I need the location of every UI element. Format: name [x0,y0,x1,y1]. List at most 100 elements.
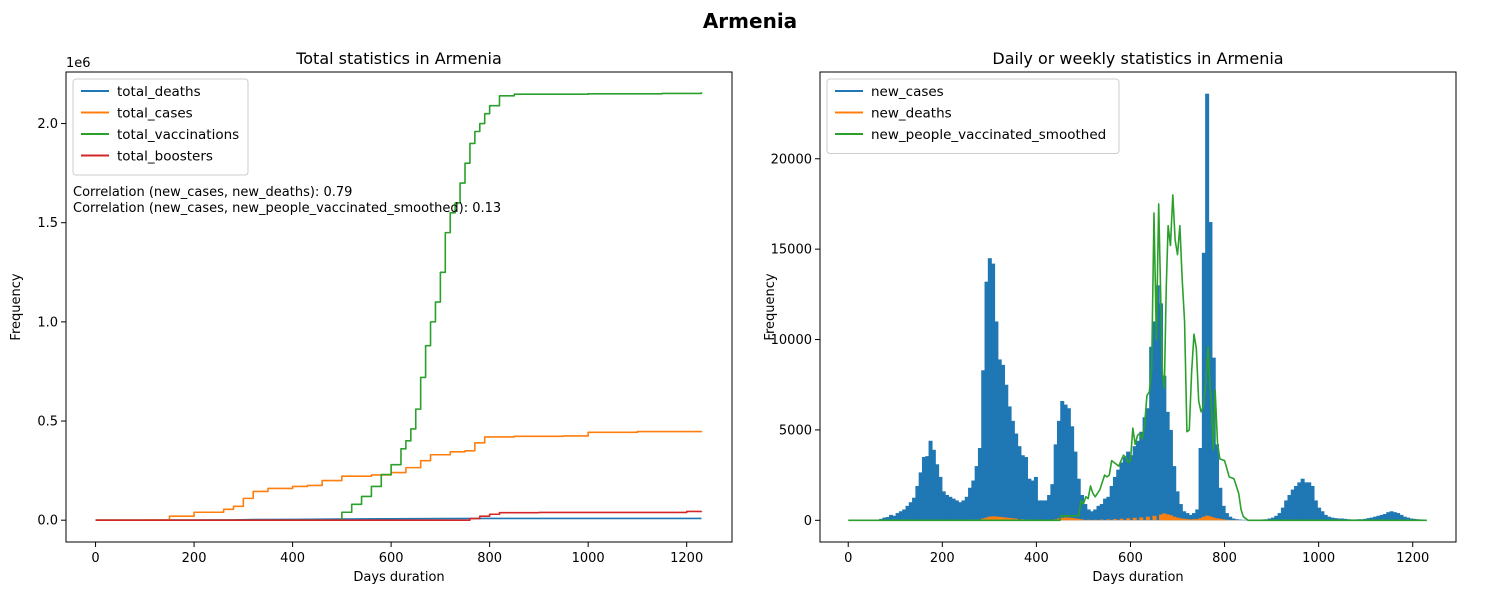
bar [961,500,966,521]
bar [1215,518,1220,521]
bar [1070,426,1075,521]
bar [1238,519,1243,521]
bar [1007,517,1012,521]
legend: new_cases new_deaths new_people_vaccinated… [826,78,1120,154]
bar [1010,518,1015,521]
bar [1182,518,1187,521]
legend-item-total-deaths-label: total_deaths [117,84,201,100]
bar [1369,517,1374,521]
bar [915,485,920,521]
bar [918,472,923,521]
bar [1172,516,1177,521]
bar [1333,518,1338,521]
bar [1366,518,1371,521]
bar [1326,516,1331,521]
bar [1392,512,1397,521]
bar [1112,476,1117,521]
bar [987,516,992,521]
bar [1159,514,1164,521]
bar [1122,457,1127,521]
bar [1373,516,1378,521]
bar [925,456,930,521]
x-tick-label: 1200 [1396,551,1429,566]
y-tick-label: 15000 [771,243,812,258]
x-tick-label: 1000 [1302,551,1335,566]
bar [1145,516,1150,521]
bar [1086,519,1091,521]
bar [1132,517,1137,521]
correlation-annotation: Correlation (new_cases, new_deaths): 0.7… [73,185,352,200]
bar [1165,514,1170,521]
bar [1406,517,1411,521]
bar [1056,420,1061,521]
bar [1152,321,1157,521]
bar [1080,495,1085,521]
bar [898,511,903,521]
bar [1103,498,1108,521]
legend-item-new-deaths-label: new_deaths [871,106,952,122]
bar [1076,518,1081,521]
bar [1201,516,1206,521]
bar [1000,517,1005,521]
y-tick-label: 0.5 [37,415,58,430]
bar [928,440,933,521]
series-group [95,92,703,521]
y-tick-label: 1.5 [37,216,58,231]
bar [1188,519,1193,521]
bar [1066,408,1071,521]
y-tick-label: 10000 [771,333,812,348]
y-tick-label: 2.0 [37,117,58,132]
bar [885,517,890,521]
bar [1010,420,1015,521]
bar [1159,303,1164,521]
bar [1224,513,1229,521]
bar [1099,519,1104,521]
bar [945,495,950,521]
bar [1033,476,1038,521]
bar [1037,500,1042,521]
bar [1317,507,1322,521]
x-tick-label: 600 [1118,551,1143,566]
bar [1139,517,1144,521]
bar [1119,462,1124,521]
bar [1205,515,1210,521]
figure-suptitle: Armenia [703,9,797,33]
bar [1142,417,1147,521]
bar [1221,519,1226,521]
axes-frame [65,71,733,543]
bar [1139,431,1144,521]
x-tick-label: 200 [930,551,955,566]
bar [1386,512,1391,521]
bar [1030,480,1035,521]
bar [1310,485,1315,521]
bar [1112,519,1117,521]
bar [1228,516,1233,521]
bar [1208,222,1213,521]
bar [1096,505,1101,521]
bar [1168,429,1173,521]
bar [948,496,953,521]
bar [882,517,887,521]
bar [997,516,1002,521]
correlation-annotation: Correlation (new_cases, new_people_vacci… [73,201,501,216]
bar [1155,285,1160,521]
bar [1376,515,1381,521]
x-tick-label: 600 [379,551,404,566]
chart-daily-statistics: Daily or weekly statistics in Armenia 0 20… [763,49,1457,585]
y-offset-label: 1e6 [66,56,91,71]
bar [1320,511,1325,521]
bar [1211,517,1216,521]
bar [994,321,999,521]
bar [1007,406,1012,521]
bar [1382,513,1387,521]
bar [1050,484,1055,521]
axes-frame [819,71,1457,543]
y-axis-label: Frequency [763,273,778,340]
bar [1218,518,1223,521]
bar [1040,500,1045,521]
bar [1126,518,1131,521]
bar [1027,478,1032,521]
bar [1191,513,1196,521]
y-tick-label: 5000 [779,423,812,438]
bar [984,281,989,521]
